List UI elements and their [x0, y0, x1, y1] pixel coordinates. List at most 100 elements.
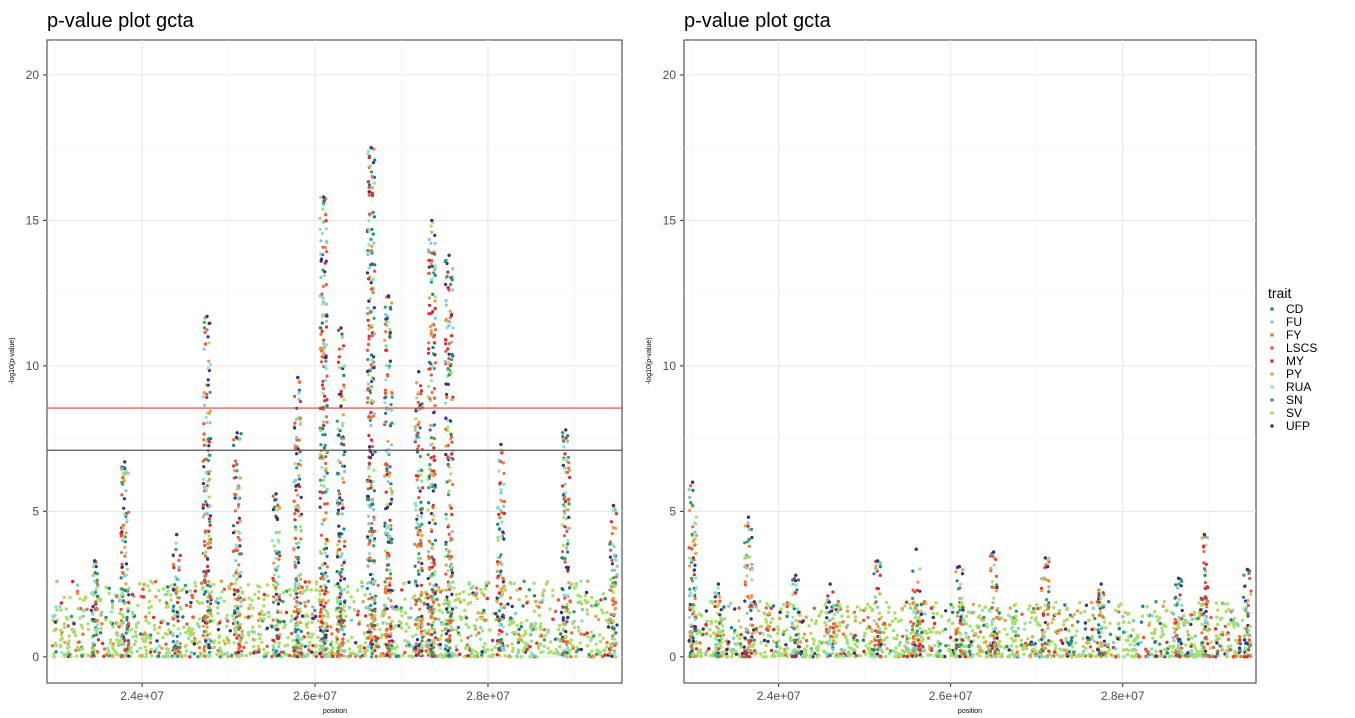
data-point	[329, 625, 333, 629]
data-point	[277, 644, 281, 649]
data-point	[279, 610, 283, 614]
data-point	[904, 600, 909, 604]
data-point	[1127, 620, 1131, 625]
data-point	[418, 607, 422, 611]
data-point	[563, 482, 567, 486]
y-tick-label: 10	[26, 359, 40, 373]
data-point	[497, 458, 501, 463]
data-point	[202, 592, 206, 596]
data-point	[246, 615, 251, 619]
data-point	[461, 590, 466, 594]
data-point	[319, 533, 324, 537]
data-point	[147, 589, 152, 593]
data-point	[384, 549, 388, 553]
data-point	[253, 638, 257, 642]
data-point	[1075, 609, 1080, 613]
data-point	[99, 626, 103, 631]
data-point	[431, 345, 435, 350]
data-point	[445, 622, 449, 626]
data-point	[124, 515, 128, 519]
data-point	[975, 652, 979, 656]
data-point	[76, 646, 80, 651]
data-point	[246, 583, 250, 587]
data-point	[296, 503, 300, 508]
data-point	[53, 620, 58, 624]
data-point	[479, 587, 483, 592]
data-point	[271, 618, 275, 622]
data-point	[898, 640, 902, 645]
data-point	[390, 489, 394, 493]
data-point	[429, 373, 433, 377]
data-point	[1075, 629, 1079, 633]
data-point	[124, 531, 128, 535]
data-point	[389, 599, 393, 603]
data-point	[321, 427, 325, 431]
data-point	[798, 640, 803, 644]
data-point	[366, 382, 370, 386]
data-point	[458, 652, 462, 656]
data-point	[202, 570, 206, 574]
data-point	[310, 650, 314, 654]
data-point	[1108, 632, 1113, 636]
data-point	[448, 604, 452, 608]
data-point	[561, 457, 566, 461]
data-point	[853, 619, 857, 623]
data-point	[262, 604, 266, 608]
data-point	[428, 463, 432, 467]
data-point	[295, 615, 299, 619]
data-point	[201, 633, 205, 638]
data-point	[252, 630, 257, 634]
data-point	[372, 517, 376, 522]
data-point	[365, 271, 370, 275]
data-point	[705, 619, 709, 624]
data-point	[340, 506, 344, 510]
data-point	[824, 623, 828, 627]
data-point	[342, 383, 346, 387]
data-point	[104, 585, 108, 590]
data-point	[82, 598, 86, 602]
data-point	[561, 463, 565, 467]
data-point	[321, 630, 325, 634]
data-point	[347, 647, 352, 651]
data-point	[431, 292, 435, 296]
data-point	[91, 605, 95, 609]
data-point	[869, 654, 873, 658]
data-point	[419, 544, 423, 548]
data-point	[368, 538, 372, 543]
data-point	[426, 351, 431, 355]
data-point	[1012, 604, 1016, 608]
data-point	[1020, 612, 1024, 616]
data-point	[366, 396, 370, 400]
data-point	[605, 610, 609, 615]
data-point	[1222, 602, 1226, 606]
data-point	[426, 622, 430, 626]
data-point	[323, 443, 327, 447]
data-point	[445, 326, 449, 330]
data-point	[385, 577, 389, 581]
data-point	[1232, 616, 1237, 621]
data-point	[444, 588, 449, 592]
data-point	[336, 458, 340, 462]
data-point	[232, 592, 236, 597]
data-point	[472, 654, 476, 658]
data-point	[762, 612, 767, 616]
data-point	[556, 627, 561, 631]
data-point	[390, 492, 394, 496]
data-point	[320, 454, 324, 458]
data-point	[369, 526, 373, 531]
data-point	[601, 636, 605, 640]
data-point	[232, 443, 236, 447]
data-point	[320, 232, 324, 236]
data-point	[1084, 603, 1089, 607]
data-point	[548, 640, 553, 644]
data-point	[281, 590, 286, 595]
data-point	[414, 633, 418, 637]
data-point	[612, 649, 617, 653]
data-point	[538, 600, 542, 605]
data-point	[233, 609, 237, 613]
data-point	[243, 615, 248, 619]
data-point	[237, 594, 241, 598]
data-point	[1074, 654, 1079, 659]
data-point	[451, 482, 455, 487]
data-point	[222, 639, 226, 643]
